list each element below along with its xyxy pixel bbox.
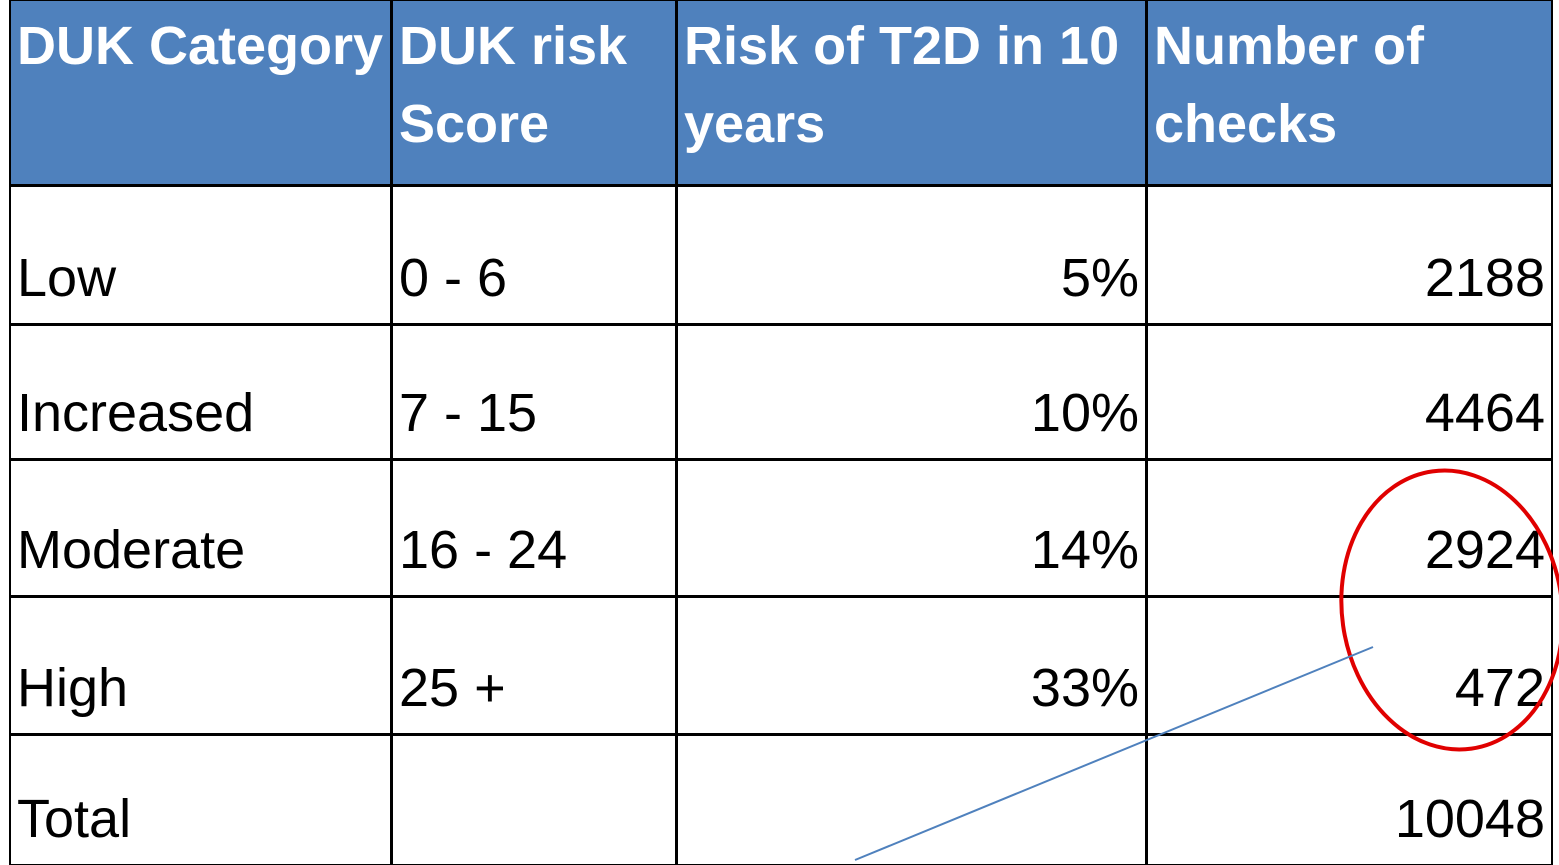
cell-text: Moderate	[17, 520, 246, 580]
body-cell: 10%	[676, 324, 1147, 460]
cell-text: Low	[17, 248, 117, 308]
cell-text: DUK Category	[17, 16, 384, 76]
cell-text: 2924	[1424, 520, 1545, 580]
cell-text: DUK risk Score	[399, 16, 628, 154]
body-cell: 33%	[676, 596, 1147, 735]
body-cell: High	[9, 596, 392, 735]
cell-text: 25 +	[399, 658, 506, 718]
cell-text: Number of checks	[1154, 16, 1424, 154]
cell-text: 5%	[1060, 248, 1139, 308]
body-cell: 14%	[676, 459, 1147, 597]
cell-text: 0 - 6	[399, 248, 508, 308]
header-cell: Risk of T2D in 10 years	[676, 0, 1147, 186]
body-cell: 7 - 15	[391, 324, 677, 460]
body-cell: 5%	[676, 185, 1147, 325]
cell-text: 16 - 24	[399, 520, 568, 580]
body-cell: Low	[9, 185, 392, 325]
header-cell: DUK risk Score	[391, 0, 677, 186]
cell-text: 4464	[1424, 383, 1545, 443]
cell-text: 33%	[1030, 658, 1139, 718]
body-cell: Moderate	[9, 459, 392, 597]
body-cell: 472	[1146, 596, 1553, 735]
body-cell: 0 - 6	[391, 185, 677, 325]
body-cell: 10048	[1146, 734, 1553, 865]
header-cell: DUK Category	[9, 0, 392, 186]
body-cell: 16 - 24	[391, 459, 677, 597]
body-cell: 4464	[1146, 324, 1553, 460]
body-cell: Total	[9, 734, 392, 865]
cell-text: Increased	[17, 383, 255, 443]
cell-text: Total	[17, 789, 132, 849]
body-cell: 25 +	[391, 596, 677, 735]
cell-text: 14%	[1030, 520, 1139, 580]
header-cell: Number of checks	[1146, 0, 1553, 186]
body-cell	[391, 734, 677, 865]
cell-text: Risk of T2D in 10 years	[684, 16, 1120, 154]
cell-text: 10%	[1030, 383, 1139, 443]
cell-text: High	[17, 658, 129, 718]
body-cell: 2924	[1146, 459, 1553, 597]
cell-text: 10048	[1394, 789, 1545, 849]
cell-text: 472	[1454, 658, 1545, 718]
cell-text: 2188	[1424, 248, 1545, 308]
cell-text: 7 - 15	[399, 383, 538, 443]
body-cell: 2188	[1146, 185, 1553, 325]
body-cell: Increased	[9, 324, 392, 460]
body-cell	[676, 734, 1147, 865]
